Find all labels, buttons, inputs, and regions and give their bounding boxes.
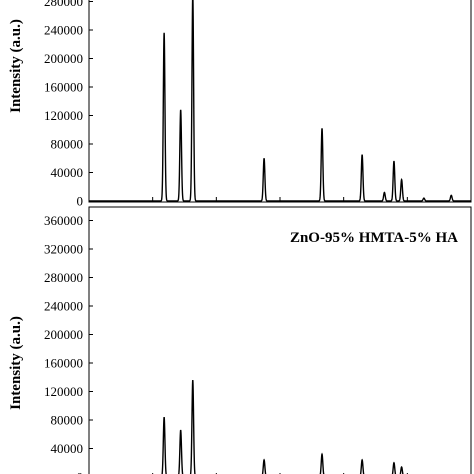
bottom-y-tick-label: 200000 [44, 327, 83, 342]
bottom-y-tick-label: 0 [77, 470, 84, 474]
top-y-tick-label: 240000 [44, 23, 83, 38]
top-y-tick-label: 80000 [51, 137, 84, 152]
bottom-plot-frame [88, 206, 472, 474]
bottom-y-tick-label: 280000 [44, 270, 83, 285]
bottom-y-tick-label: 120000 [44, 384, 83, 399]
bottom-xrd-trace [161, 380, 404, 474]
bottom-y-tick-labels: 0 40000 80000 120000 160000 200000 240000 28000… [44, 213, 83, 474]
bottom-sample-label: ZnO-95% HMTA-5% HA [290, 230, 458, 246]
bottom-y-tick-label: 320000 [44, 242, 83, 257]
top-y-tick-label: 120000 [44, 108, 83, 123]
top-y-tick-labels: 0 40000 80000 120000 160000 200000 240000 28000… [44, 0, 83, 209]
top-plot-frame [88, 0, 472, 203]
top-y-tick-label: 160000 [44, 80, 83, 95]
bottom-y-tick-label: 360000 [44, 213, 83, 228]
bottom-y-tick-label: 80000 [51, 413, 84, 428]
top-y-tick-label: 0 [77, 194, 84, 209]
top-y-tick-label: 40000 [51, 165, 84, 180]
bottom-y-tick-label: 40000 [51, 441, 84, 456]
top-y-ticks [89, 1, 93, 202]
top-xrd-trace [89, 0, 471, 202]
bottom-y-tick-label: 160000 [44, 356, 83, 371]
top-panel: 0 40000 80000 120000 160000 200000 240000 28000… [8, 0, 472, 209]
bottom-y-tick-label: 240000 [44, 299, 83, 314]
top-y-tick-label: 280000 [44, 0, 83, 9]
bottom-panel: 0 40000 80000 120000 160000 200000 240000 28000… [8, 206, 472, 474]
top-y-axis-title: Intensity (a.u.) [8, 19, 24, 113]
top-y-tick-label: 200000 [44, 51, 83, 66]
bottom-y-ticks [89, 220, 93, 449]
bottom-y-axis-title: Intensity (a.u.) [8, 316, 24, 410]
